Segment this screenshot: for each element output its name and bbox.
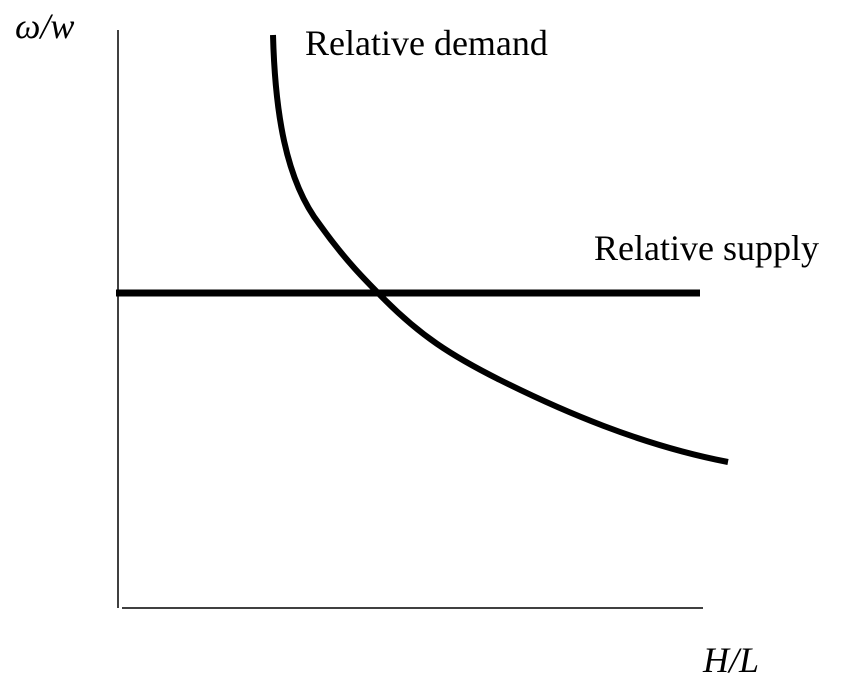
y-axis-label: ω/w xyxy=(15,6,74,46)
supply-label: Relative supply xyxy=(594,228,819,268)
x-axis-label: H/L xyxy=(702,640,759,680)
demand-curve xyxy=(270,34,729,465)
demand-label: Relative demand xyxy=(305,23,548,63)
